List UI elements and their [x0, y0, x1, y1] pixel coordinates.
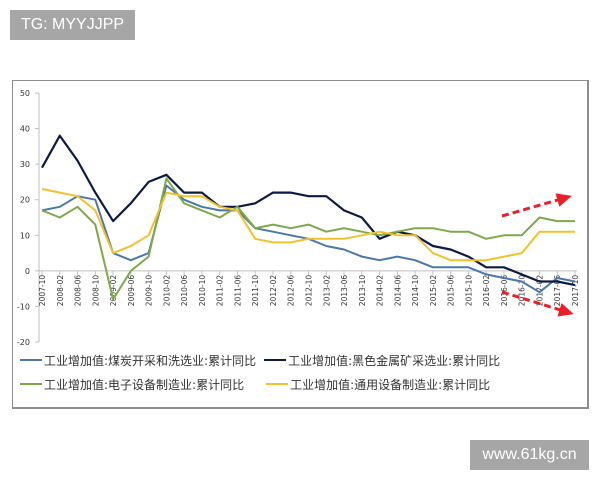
x-tick-label: 2008-06	[74, 275, 83, 307]
y-tick-label: -10	[17, 302, 30, 311]
watermark-bottom-right: www.61kg.cn	[470, 440, 589, 470]
x-tick-label: 2010-02	[162, 275, 171, 307]
legend-label: 工业增加值:煤炭开采和洗选业:累计同比	[44, 353, 257, 368]
x-tick-label: 2008-02	[56, 275, 65, 307]
chart-frame	[12, 80, 589, 409]
series-line	[41, 177, 575, 301]
x-tick-label: 2014-10	[411, 275, 420, 307]
x-tick-label: 2008-10	[91, 275, 100, 307]
x-tick-label: 2012-02	[269, 275, 278, 307]
x-tick-label: 2017-02	[535, 275, 544, 307]
legend-label: 工业增加值:电子设备制造业:累计同比	[44, 377, 245, 392]
x-tick-label: 2010-10	[198, 275, 207, 307]
legend-swatch-icon	[264, 359, 287, 361]
series-line	[41, 134, 576, 287]
x-tick-label: 2013-10	[358, 275, 367, 307]
x-tick-label: 2015-10	[464, 275, 473, 307]
legend-swatch-icon	[20, 359, 42, 361]
x-tick-label: 2013-02	[322, 275, 331, 307]
trend-down-arrow-head-icon	[557, 303, 574, 317]
chart-legend: 工业增加值:煤炭开采和洗选业:累计同比 工业增加值:黑色金属矿采选业:累计同比 …	[20, 348, 580, 396]
x-tick-label: 2010-06	[180, 275, 189, 307]
x-tick-label: 2017-10	[571, 275, 580, 307]
y-tick-label: 50	[20, 89, 30, 98]
x-tick-label: 2013-06	[340, 275, 349, 307]
legend-swatch-icon	[266, 383, 289, 385]
x-tick-label: 2009-06	[127, 275, 136, 307]
trend-up-arrow	[501, 195, 569, 218]
legend-item-ferrous: 工业增加值:黑色金属矿采选业:累计同比	[264, 352, 500, 369]
y-tick-label: 0	[25, 267, 30, 276]
y-tick-label: -20	[17, 338, 30, 347]
x-tick-label: 2007-10	[38, 275, 47, 307]
legend-label: 工业增加值:黑色金属矿采选业:累计同比	[288, 353, 501, 368]
legend-item-electronics: 工业增加值:电子设备制造业:累计同比	[20, 376, 244, 393]
legend-item-coal: 工业增加值:煤炭开采和洗选业:累计同比	[20, 352, 256, 369]
y-tick-label: 10	[20, 231, 30, 240]
x-tick-label: 2012-10	[305, 275, 314, 307]
x-tick-label: 2014-02	[376, 275, 385, 307]
x-tick-label: 2011-02	[216, 275, 225, 307]
y-tick-label: 40	[20, 125, 30, 134]
legend-item-general-equipment: 工业增加值:通用设备制造业:累计同比	[266, 376, 490, 393]
trend-down-arrow	[501, 290, 571, 315]
series-line	[41, 188, 575, 262]
x-tick-label: 2016-06	[500, 275, 509, 307]
x-tick-label: 2009-02	[109, 275, 118, 307]
x-tick-label: 2016-10	[518, 275, 527, 307]
x-tick-label: 2011-06	[233, 275, 242, 307]
x-tick-label: 2012-06	[287, 275, 296, 307]
x-tick-label: 2009-10	[145, 275, 154, 307]
x-tick-label: 2017-06	[553, 275, 562, 307]
x-tick-label: 2014-06	[393, 275, 402, 307]
x-tick-label: 2016-02	[482, 275, 491, 307]
x-tick-label: 2015-06	[447, 275, 456, 307]
x-tick-label: 2015-02	[429, 275, 438, 307]
watermark-top-left: TG: MYYJJPP	[10, 10, 135, 40]
legend-swatch-icon	[20, 383, 42, 385]
x-tick-label: 2011-10	[251, 275, 260, 307]
legend-label: 工业增加值:通用设备制造业:累计同比	[290, 377, 491, 392]
y-tick-label: 20	[20, 196, 30, 205]
y-tick-label: 30	[20, 160, 30, 169]
trend-up-arrow-head-icon	[555, 193, 572, 207]
